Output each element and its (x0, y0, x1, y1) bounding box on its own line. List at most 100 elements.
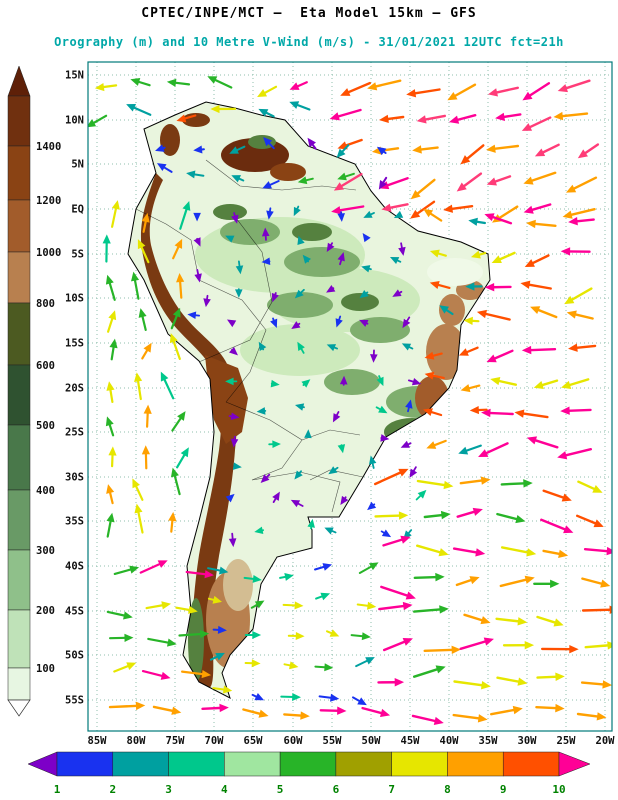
orography-scale-label: 600 (36, 360, 55, 372)
lon-label: 50W (362, 735, 382, 747)
wind-arrow (535, 703, 565, 713)
wind-arrow-shaft (456, 510, 478, 518)
wind-scale-label: 10 (552, 783, 565, 796)
wind-arrow-head (370, 354, 378, 363)
wind-arrow-head (600, 579, 611, 588)
wind-arrow (458, 346, 479, 356)
terrain-patch (284, 247, 360, 277)
wind-arrow-head (108, 446, 117, 456)
terrain-patch (292, 223, 332, 241)
wind-arrow (268, 440, 281, 449)
wind-arrow-head (170, 467, 179, 478)
wind-arrow-head (322, 563, 333, 571)
wind-arrow-shaft (464, 346, 479, 354)
lon-label: 20W (596, 735, 616, 747)
wind-arrow (212, 685, 233, 694)
wind-arrow-head (530, 306, 541, 315)
wind-arrow (337, 444, 346, 454)
wind-arrow-head (134, 372, 143, 383)
wind-arrow-head (526, 548, 537, 557)
wind-arrow-head (326, 242, 335, 252)
wind-arrow (378, 114, 405, 124)
wind-arrow (339, 375, 348, 386)
wind-arrow (375, 405, 388, 414)
wind-arrow-head (172, 307, 181, 318)
wind-arrow-head (207, 76, 218, 84)
wind-arrow-shaft (283, 713, 304, 717)
wind-arrow-shaft (109, 387, 114, 403)
wind-arrow-shaft (463, 444, 482, 453)
wind-arrow-head (161, 601, 172, 610)
wind-arrow-head (555, 672, 565, 681)
wind-arrow-shaft (380, 585, 411, 598)
wind-arrow-head (400, 440, 410, 448)
wind-arrow-shaft (574, 218, 595, 223)
wind-arrow (533, 579, 560, 588)
wind-arrow-shaft (418, 146, 439, 151)
wind-arrow-head (171, 706, 182, 715)
wind-arrow-shaft (568, 207, 596, 217)
wind-arrow-head (186, 170, 196, 179)
wind-arrow (187, 311, 201, 320)
wind-scale-label: 6 (333, 783, 340, 796)
wind-arrow-shaft (495, 617, 522, 623)
wind-arrow-shaft (201, 706, 223, 710)
wind-arrow-shaft (563, 79, 591, 90)
wind-arrow (270, 379, 280, 388)
wind-arrow (340, 495, 349, 506)
wind-arrow-head (235, 289, 243, 298)
wind-arrow-shaft (435, 283, 451, 289)
wind-arrow-shaft (141, 669, 165, 678)
wind-arrow (152, 705, 182, 715)
wind-arrow (352, 696, 367, 706)
wind-arrow (328, 466, 339, 475)
wind-arrow-shaft (492, 349, 514, 361)
wind-arrow-head (229, 346, 238, 356)
wind-arrow-shaft (262, 85, 278, 95)
wind-arrow-head (550, 579, 560, 588)
wind-arrow-head (424, 371, 435, 380)
wind-arrow-head (602, 680, 612, 689)
wind-arrow (134, 372, 143, 401)
wind-arrow-head (340, 88, 351, 96)
wind-arrow-shaft (413, 667, 440, 678)
wind-arrow (583, 546, 612, 556)
wind-arrow-shaft (176, 452, 187, 469)
wind-arrow (304, 429, 312, 439)
wind-region-far-south-band (108, 701, 607, 726)
wind-arrow-shaft (423, 648, 455, 652)
terrain-patch (223, 559, 253, 611)
wind-arrow-head (124, 633, 134, 642)
wind-arrow-shaft (536, 675, 559, 679)
wind-arrow-head (393, 210, 404, 218)
lat-label: 15S (65, 338, 84, 350)
wind-arrow-head (137, 239, 146, 250)
lon-label: 65W (244, 735, 264, 747)
wind-arrow-shaft (136, 80, 151, 87)
wind-speed-colorbar: 1 2 3 4 5 6 7 8 9 10 (27, 751, 591, 796)
wind-arrow-head (402, 601, 413, 611)
wind-arrow-shaft (106, 518, 113, 538)
wind-arrow (132, 478, 144, 501)
orography-colorbar-box (7, 609, 31, 669)
wind-arrow-head (235, 265, 244, 275)
wind-arrow (282, 601, 304, 610)
wind-colorbar-box (224, 751, 281, 777)
wind-arrow-head (297, 341, 305, 352)
wind-arrow (448, 113, 477, 124)
wind-arrow-head (484, 283, 495, 292)
wind-arrow-head (447, 91, 458, 101)
orography-scale-label: 500 (36, 420, 55, 432)
wind-arrow-shaft (142, 218, 148, 233)
wind-arrow-head (472, 507, 483, 516)
wind-arrow-head (524, 640, 535, 650)
wind-arrow-head (389, 256, 400, 264)
wind-arrow (297, 176, 314, 185)
wind-arrow-head (405, 399, 413, 409)
wind-arrow-head (225, 377, 234, 386)
wind-arrow (294, 470, 303, 480)
wind-arrow (577, 143, 600, 159)
wind-arrow-head (143, 404, 152, 414)
wind-arrow-head (486, 144, 496, 153)
wind-arrow (542, 549, 569, 558)
